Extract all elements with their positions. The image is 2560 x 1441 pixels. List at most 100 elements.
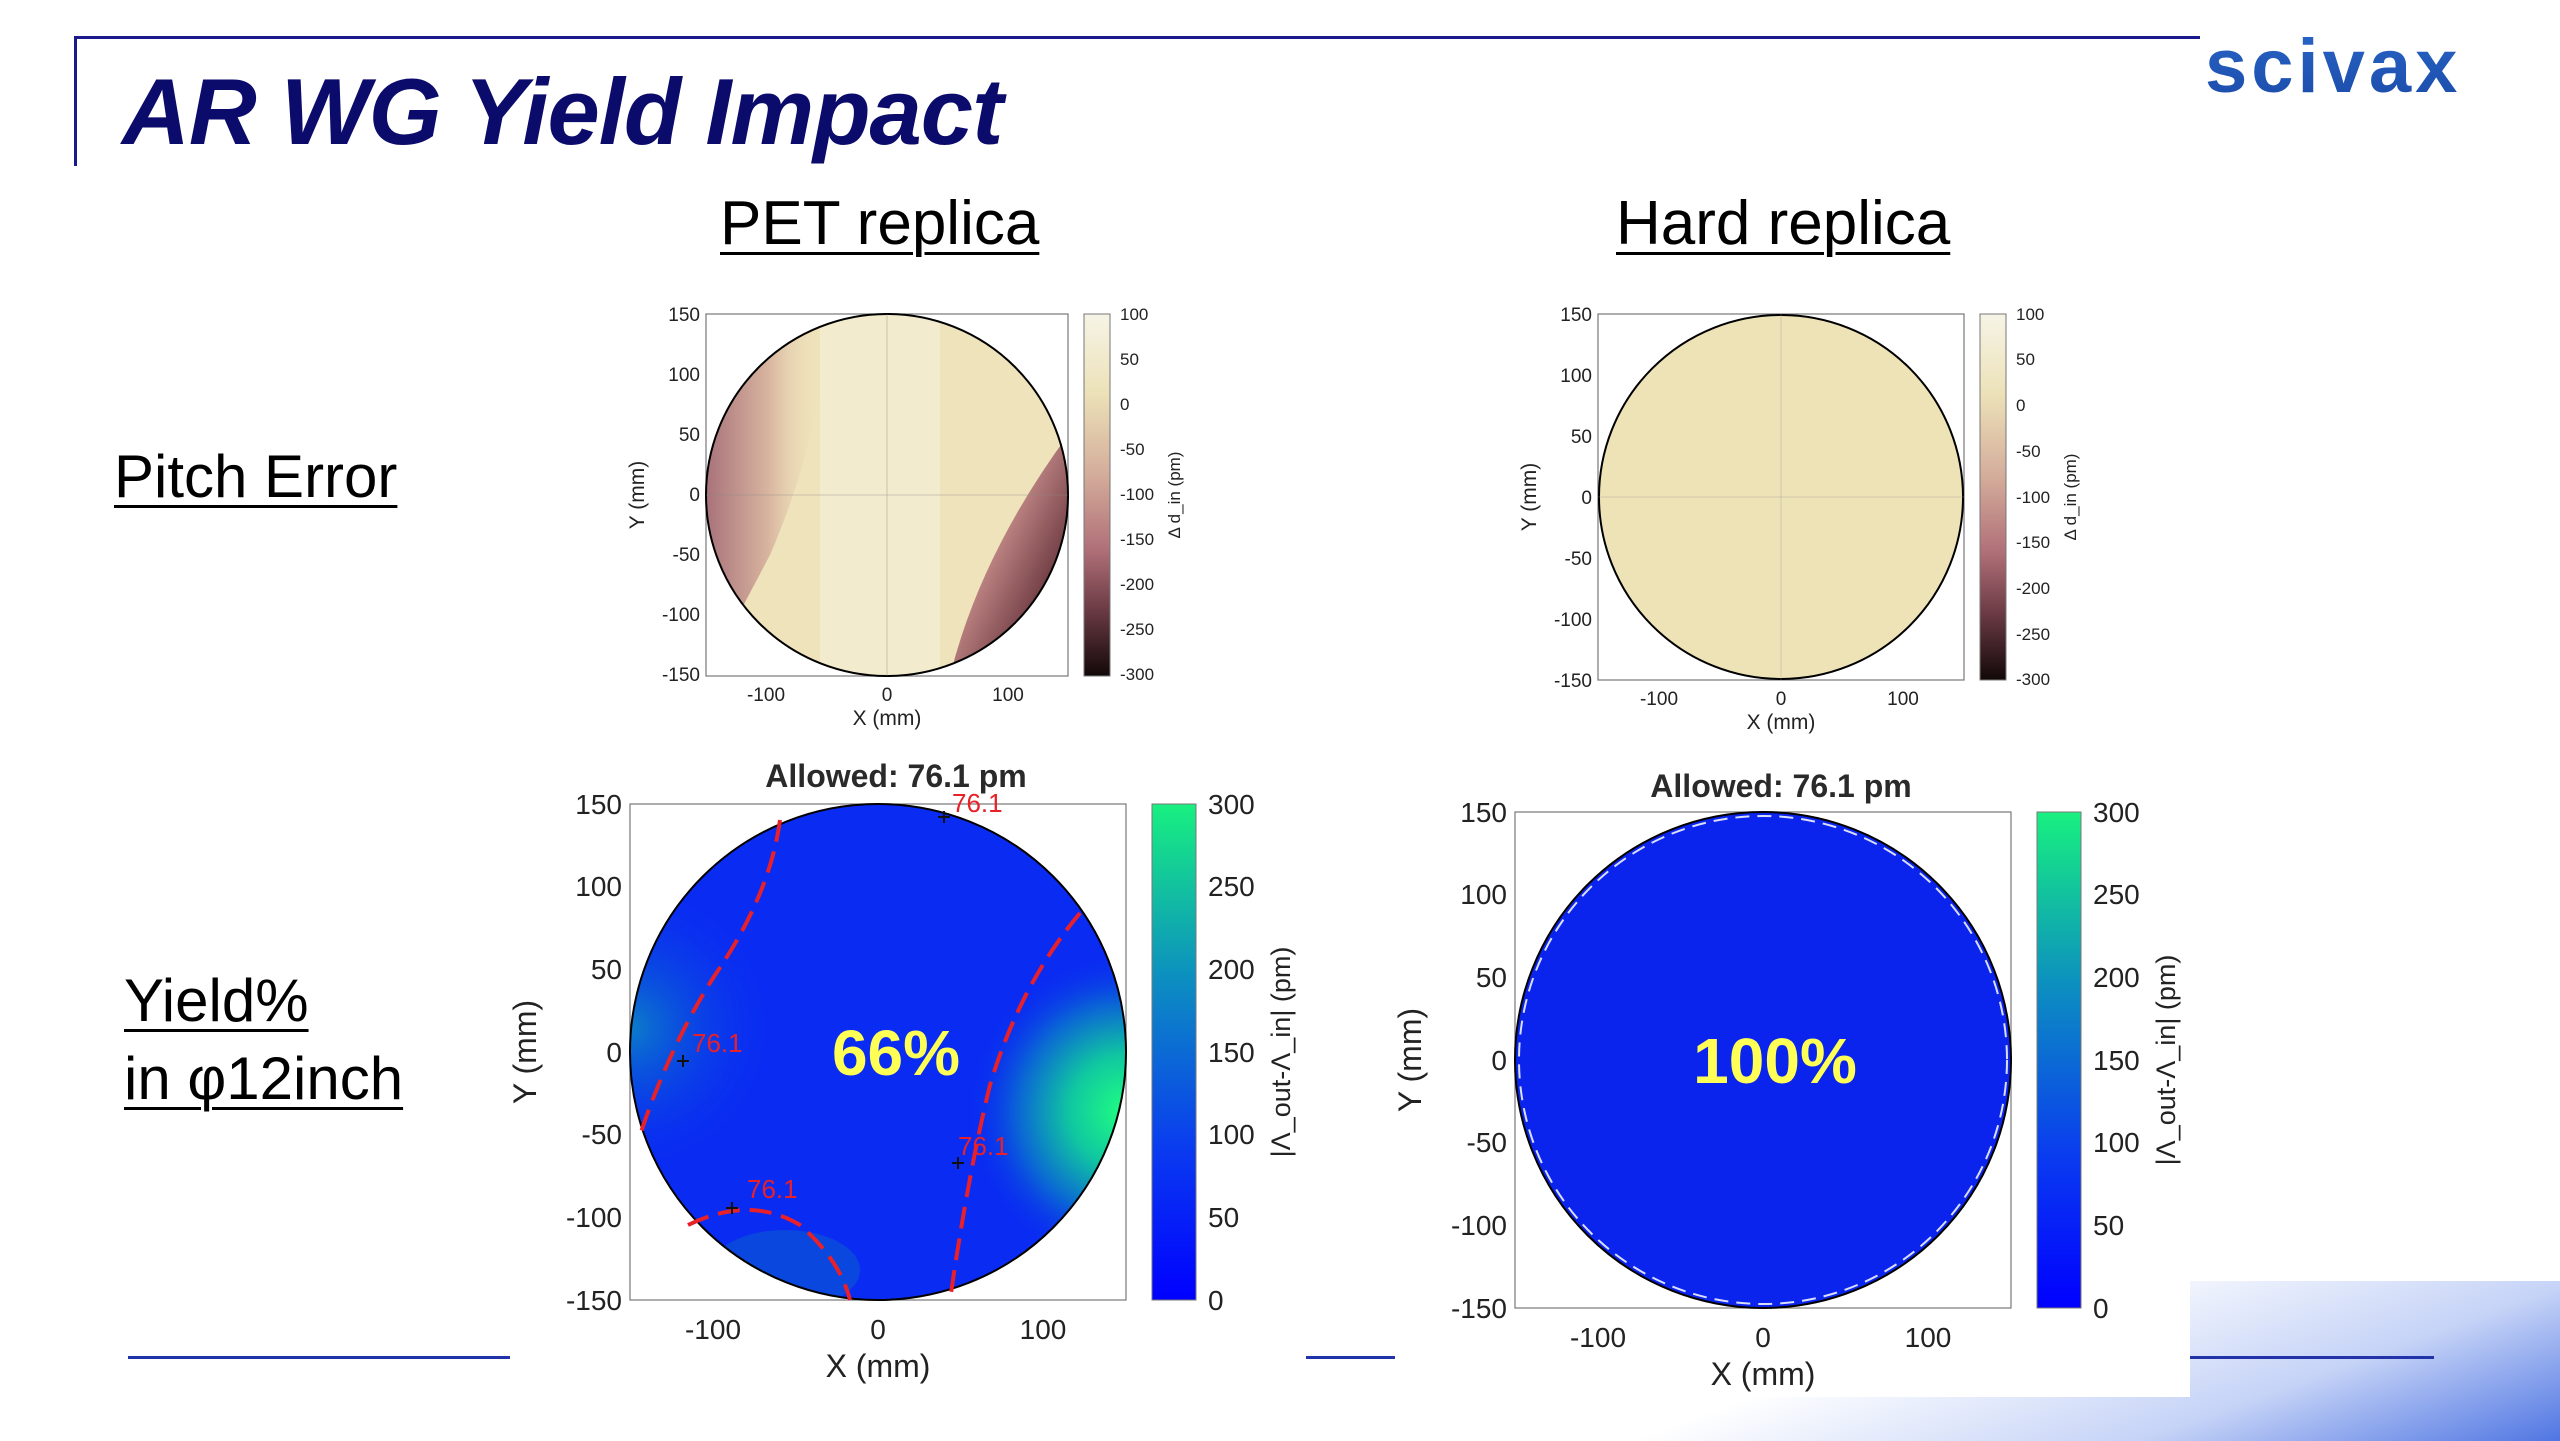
- y-tick: 0: [606, 1037, 622, 1068]
- y-axis-label: Y (mm): [507, 1000, 543, 1104]
- column-heading-pet: PET replica: [720, 189, 1040, 258]
- yield-value-hard: 100%: [1693, 1025, 1857, 1097]
- title-frame-top: [74, 36, 2200, 39]
- x-tick: 100: [992, 685, 1024, 706]
- y-tick: -50: [1467, 1127, 1507, 1158]
- y-tick: 0: [1581, 488, 1592, 509]
- plot-title: Allowed: 76.1 pm: [1650, 768, 1911, 804]
- y-tick: 150: [1460, 797, 1507, 828]
- column-heading-hard: Hard replica: [1616, 189, 1951, 258]
- x-tick: -100: [1640, 689, 1678, 710]
- row-label-pitch-error: Pitch Error: [114, 443, 398, 510]
- scivax-logo: scivax: [2205, 24, 2461, 100]
- colorbar-tick: -300: [1120, 665, 1154, 684]
- accent-line-middle: [1306, 1356, 1396, 1359]
- y-tick: 100: [1560, 366, 1592, 387]
- x-tick: -100: [685, 1314, 741, 1345]
- y-tick: -100: [1554, 610, 1592, 631]
- y-tick: -50: [582, 1119, 622, 1150]
- colorbar-tick: -200: [2016, 579, 2050, 598]
- x-tick: -100: [1570, 1322, 1626, 1353]
- yield-value-pet: 66%: [832, 1017, 960, 1089]
- colorbar-tick: 100: [2016, 305, 2044, 324]
- colorbar-tick: 50: [2093, 1210, 2124, 1241]
- colorbar-tick: -150: [1120, 530, 1154, 549]
- y-tick: 50: [591, 954, 622, 985]
- colorbar-tick: 250: [1208, 871, 1255, 902]
- y-tick: -150: [1554, 671, 1592, 692]
- colorbar-tick: 300: [2093, 797, 2140, 828]
- x-axis-label: X (mm): [1747, 711, 1816, 734]
- x-axis-label: X (mm): [826, 1348, 931, 1384]
- plot-title: Allowed: 76.1 pm: [765, 758, 1026, 794]
- accent-line-right: [2188, 1356, 2434, 1359]
- colorbar-tick: -200: [1120, 575, 1154, 594]
- x-tick: 100: [1887, 689, 1919, 710]
- colorbar-tick: 0: [1120, 395, 1129, 414]
- colorbar-tick: 150: [2093, 1045, 2140, 1076]
- colorbar-tick: 50: [1120, 350, 1139, 369]
- y-tick: -150: [1451, 1293, 1507, 1324]
- colorbar-tick: -250: [1120, 620, 1154, 639]
- colorbar-tick: -50: [1120, 440, 1145, 459]
- y-tick: -50: [1565, 549, 1592, 570]
- yield-plot-pet: 76.1 76.1 76.1 76.1 Allowed: 76.1 pm 66%…: [507, 758, 1296, 1384]
- colorbar-tick: 100: [2093, 1127, 2140, 1158]
- colorbar-tick: -300: [2016, 670, 2050, 689]
- title-frame-left: [74, 36, 77, 166]
- x-tick: 0: [1755, 1322, 1771, 1353]
- y-axis-label: Y (mm): [1392, 1008, 1428, 1112]
- y-tick: -50: [673, 545, 700, 566]
- colorbar-tick: 100: [1208, 1119, 1255, 1150]
- row-label-yield: Yield%: [124, 967, 309, 1034]
- y-tick: 50: [1476, 962, 1507, 993]
- y-axis-label: Y (mm): [626, 461, 649, 529]
- y-tick: -100: [662, 605, 700, 626]
- x-tick: -100: [747, 685, 785, 706]
- y-tick: 50: [679, 425, 700, 446]
- y-tick: 150: [575, 789, 622, 820]
- contour-label: 76.1: [692, 1028, 743, 1058]
- colorbar-label: Δ d_in (pm): [1165, 452, 1184, 539]
- x-axis-label: X (mm): [1711, 1356, 1816, 1392]
- pitch-plot-pet: 150 100 50 0 -50 -100 -150 -100 0 100 X …: [626, 305, 1184, 730]
- yield-plot-hard: Allowed: 76.1 pm 100% 150 100 50 0 -50 -…: [1392, 768, 2181, 1392]
- accent-line-left: [128, 1356, 510, 1359]
- y-tick: 100: [668, 365, 700, 386]
- row-label-yield-area: in φ12inch: [124, 1045, 404, 1112]
- colorbar-tick: 200: [2093, 962, 2140, 993]
- colorbar-tick: -100: [2016, 488, 2050, 507]
- y-tick: -150: [662, 665, 700, 686]
- x-axis-label: X (mm): [853, 707, 922, 730]
- x-tick: 0: [870, 1314, 886, 1345]
- y-tick: 100: [1460, 879, 1507, 910]
- y-tick: 50: [1571, 427, 1592, 448]
- colorbar-tick: 50: [1208, 1202, 1239, 1233]
- colorbar-tick: 150: [1208, 1037, 1255, 1068]
- x-tick: 0: [1776, 689, 1787, 710]
- colorbar-tick: 300: [1208, 789, 1255, 820]
- logo-text: scivax: [2205, 24, 2461, 100]
- x-tick: 0: [882, 685, 893, 706]
- colorbar-label: |Λ_out-Λ_in| (pm): [2151, 955, 2181, 1166]
- contour-label: 76.1: [958, 1131, 1009, 1161]
- y-tick: -100: [566, 1202, 622, 1233]
- colorbar-tick: 50: [2016, 350, 2035, 369]
- colorbar-tick: 0: [2093, 1293, 2109, 1324]
- y-tick: 150: [668, 305, 700, 326]
- colorbar-tick: 0: [2016, 396, 2025, 415]
- x-tick: 100: [1020, 1314, 1067, 1345]
- colorbar-tick: 200: [1208, 954, 1255, 985]
- colorbar-tick: 0: [1208, 1285, 1224, 1316]
- colorbar-tick: -250: [2016, 625, 2050, 644]
- y-tick: 100: [575, 871, 622, 902]
- y-tick: -100: [1451, 1210, 1507, 1241]
- y-axis-label: Y (mm): [1518, 463, 1541, 531]
- colorbar-tick: -150: [2016, 533, 2050, 552]
- x-tick: 100: [1905, 1322, 1952, 1353]
- y-tick: -150: [566, 1285, 622, 1316]
- colorbar-label: Δ d_in (pm): [2061, 454, 2080, 541]
- contour-label: 76.1: [747, 1174, 798, 1204]
- slide-title: AR WG Yield Impact: [122, 59, 1003, 164]
- y-tick: 150: [1560, 305, 1592, 326]
